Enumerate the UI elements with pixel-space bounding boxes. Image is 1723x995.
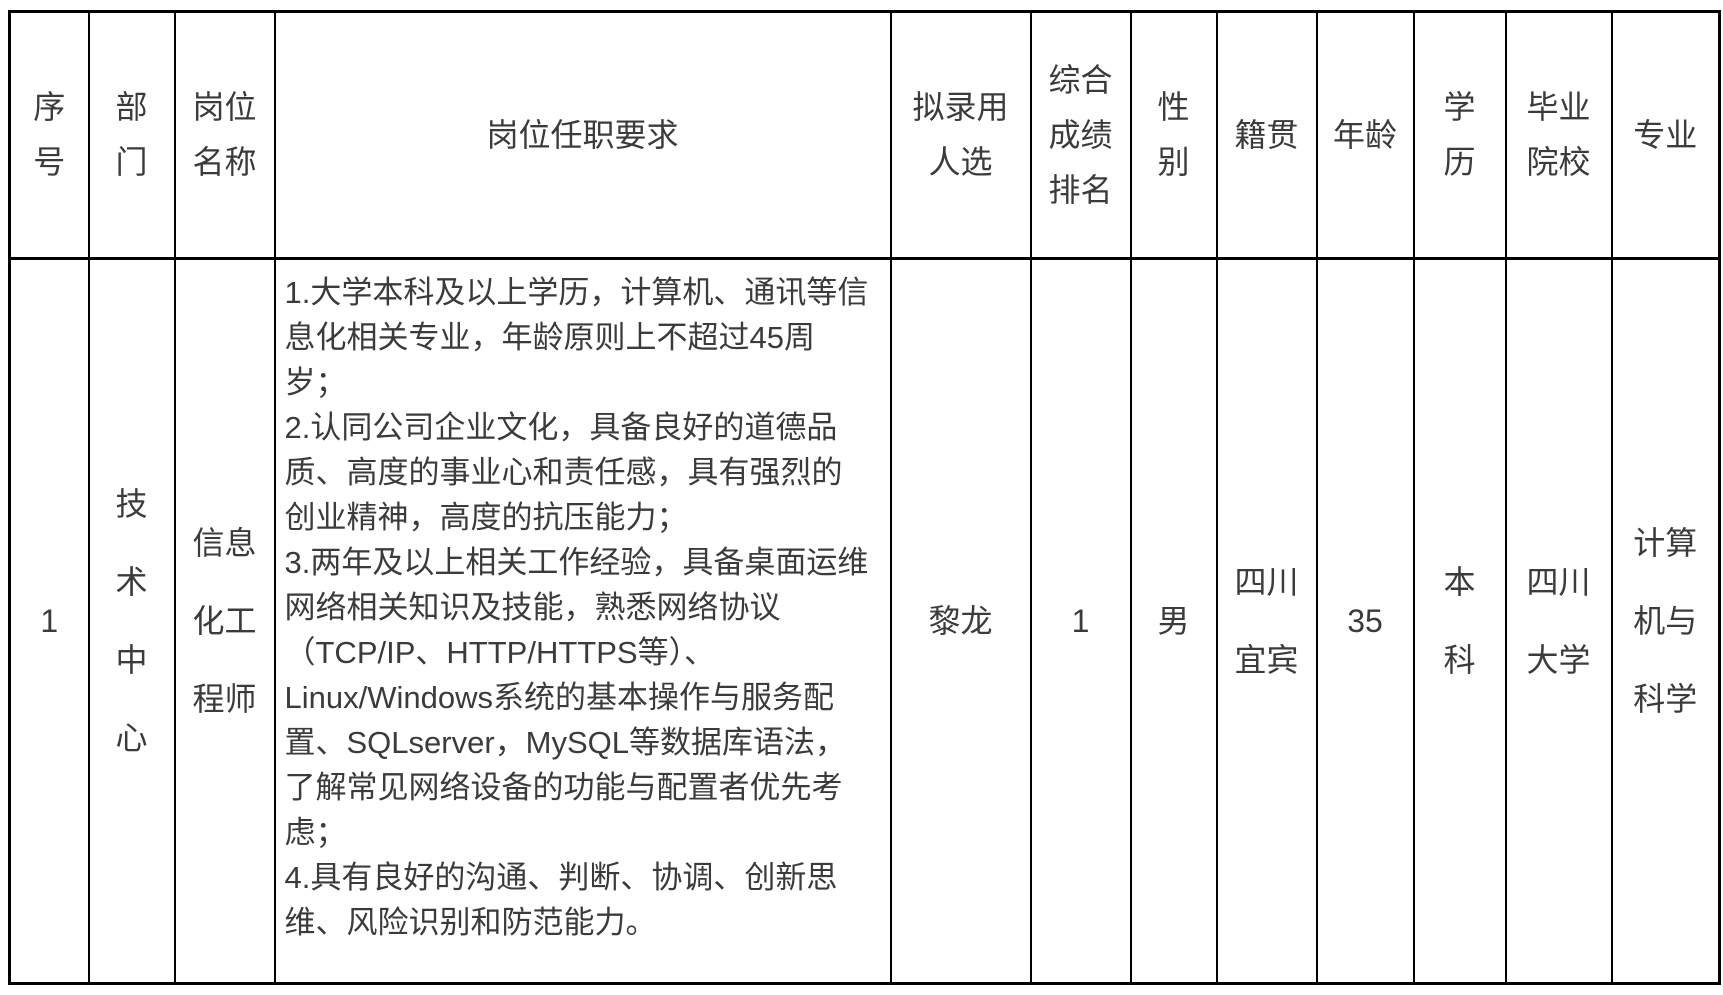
cell-age: 35 [1315, 257, 1415, 985]
cell-department: 技 术 中 心 [87, 257, 176, 985]
data-row-1: 1 技 术 中 心 信息 化工 程师 1.大学本科及以上学历，计算机、通讯等信 … [8, 257, 1721, 985]
col-header-position: 岗位 名称 [173, 10, 276, 260]
cell-native-place: 四川 宜宾 [1215, 257, 1318, 985]
col-header-age: 年龄 [1315, 10, 1415, 260]
recruitment-result-table: 序 号 部 门 岗位 名称 岗位任职要求 拟录用 人选 综合 成绩 排名 性 别… [8, 10, 1721, 985]
cell-score-rank: 1 [1029, 257, 1132, 985]
col-header-candidate: 拟录用 人选 [889, 10, 1032, 260]
col-header-department: 部 门 [87, 10, 176, 260]
header-row: 序 号 部 门 岗位 名称 岗位任职要求 拟录用 人选 综合 成绩 排名 性 别… [8, 10, 1721, 260]
cell-serial: 1 [8, 257, 90, 985]
cell-position: 信息 化工 程师 [173, 257, 276, 985]
col-header-gender: 性 别 [1129, 10, 1218, 260]
cell-gender: 男 [1129, 257, 1218, 985]
col-header-major: 专业 [1610, 10, 1721, 260]
col-header-education: 学 历 [1412, 10, 1507, 260]
cell-requirements: 1.大学本科及以上学历，计算机、通讯等信 息化相关专业，年龄原则上不超过45周 … [273, 257, 892, 985]
col-header-requirements: 岗位任职要求 [273, 10, 892, 260]
cell-school: 四川 大学 [1504, 257, 1613, 985]
col-header-school: 毕业 院校 [1504, 10, 1613, 260]
col-header-native-place: 籍贯 [1215, 10, 1318, 260]
col-header-score-rank: 综合 成绩 排名 [1029, 10, 1132, 260]
cell-candidate: 黎龙 [889, 257, 1032, 985]
col-header-serial: 序 号 [8, 10, 90, 260]
cell-education: 本 科 [1412, 257, 1507, 985]
cell-major: 计算 机与 科学 [1610, 257, 1721, 985]
